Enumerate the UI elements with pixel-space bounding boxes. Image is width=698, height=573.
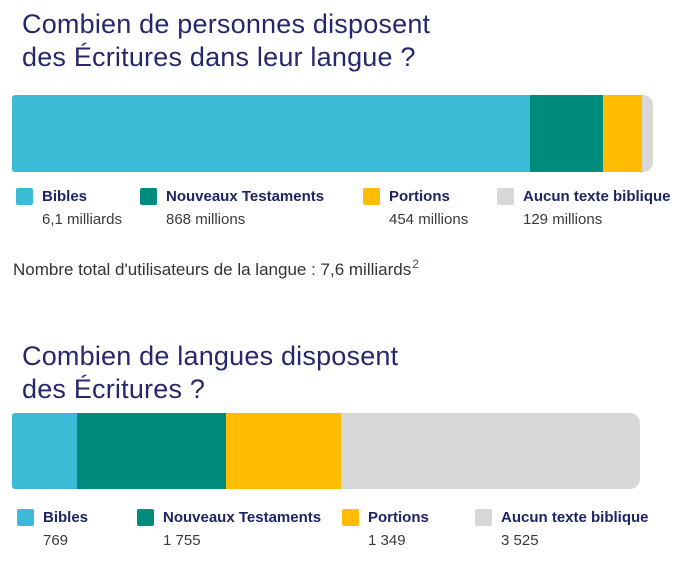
total-users-note: Nombre total d'utilisateurs de la langue…	[13, 257, 419, 283]
legend-value: 3 525	[501, 532, 539, 549]
bar-segment-bibles	[12, 413, 78, 489]
bar-segment-nouveaux-testaments	[77, 413, 227, 489]
legend-people: Bibles 6,1 milliards Nouveaux Testaments 86…	[16, 187, 671, 229]
footnote-ref-2[interactable]: 2	[412, 257, 419, 271]
legend-swatch-portions	[342, 509, 359, 526]
legend-languages: Bibles 769 Nouveaux Testaments 1 755 Portion…	[17, 508, 649, 550]
bar-segment-bibles	[12, 95, 530, 172]
legend-label: Aucun texte biblique	[523, 188, 671, 205]
stacked-bar-people	[12, 95, 653, 172]
legend-value: 6,1 milliards	[42, 211, 123, 228]
chart-people-title: Combien de personnes disposent des Écrit…	[22, 8, 430, 74]
bar-segment-portions	[226, 413, 341, 489]
legend-swatch-aucun-texte-biblique	[497, 188, 514, 205]
legend-label: Portions	[389, 188, 450, 205]
chart-languages-title-line2: des Écritures ?	[22, 374, 206, 404]
legend-value: 454 millions	[389, 211, 469, 228]
legend-item-aucun-texte-biblique: Aucun texte biblique 129 millions	[497, 187, 671, 229]
legend-text-bibles: Bibles 769	[43, 508, 88, 550]
legend-swatch-aucun-texte-biblique	[475, 509, 492, 526]
bar-segment-aucun-texte-biblique	[340, 413, 640, 489]
legend-text-bibles: Bibles 6,1 milliards	[42, 187, 122, 229]
legend-text-aucun-texte-biblique: Aucun texte biblique 129 millions	[523, 187, 671, 229]
chart-people-title-line2: des Écritures dans leur langue ?	[22, 42, 416, 72]
legend-value: 1 755	[163, 532, 201, 549]
bar-segment-portions	[603, 95, 643, 172]
legend-item-portions: Portions 1 349	[342, 508, 475, 550]
legend-text-portions: Portions 1 349	[368, 508, 429, 550]
legend-text-nouveaux-testaments: Nouveaux Testaments 868 millions	[166, 187, 324, 229]
legend-label: Bibles	[43, 509, 89, 526]
legend-swatch-bibles	[17, 509, 34, 526]
legend-label: Portions	[368, 509, 429, 526]
legend-label: Nouveaux Testaments	[166, 188, 325, 205]
legend-item-bibles: Bibles 6,1 milliards	[16, 187, 140, 229]
chart-people-title-line1: Combien de personnes disposent	[22, 9, 431, 39]
legend-text-aucun-texte-biblique: Aucun texte biblique 3 525	[501, 508, 649, 550]
legend-item-portions: Portions 454 millions	[363, 187, 497, 229]
legend-text-portions: Portions 454 millions	[389, 187, 468, 229]
legend-item-aucun-texte-biblique: Aucun texte biblique 3 525	[475, 508, 649, 550]
bar-segment-aucun-texte-biblique	[642, 95, 653, 172]
legend-value: 1 349	[368, 532, 406, 549]
legend-item-nouveaux-testaments: Nouveaux Testaments 868 millions	[140, 187, 363, 229]
legend-swatch-bibles	[16, 188, 33, 205]
legend-item-nouveaux-testaments: Nouveaux Testaments 1 755	[137, 508, 342, 550]
legend-label: Bibles	[42, 188, 88, 205]
legend-swatch-nouveaux-testaments	[137, 509, 154, 526]
total-users-note-text: Nombre total d'utilisateurs de la langue…	[13, 260, 412, 279]
legend-text-nouveaux-testaments: Nouveaux Testaments 1 755	[163, 508, 321, 550]
legend-value: 129 millions	[523, 211, 603, 228]
legend-label: Aucun texte biblique	[501, 509, 649, 526]
chart-languages-title-line1: Combien de langues disposent	[22, 341, 399, 371]
legend-item-bibles: Bibles 769	[17, 508, 137, 550]
legend-value: 769	[43, 532, 69, 549]
bar-segment-nouveaux-testaments	[529, 95, 604, 172]
legend-swatch-portions	[363, 188, 380, 205]
legend-swatch-nouveaux-testaments	[140, 188, 157, 205]
stacked-bar-languages	[12, 413, 640, 489]
legend-label: Nouveaux Testaments	[163, 509, 322, 526]
chart-languages-title: Combien de langues disposent des Écritur…	[22, 340, 398, 406]
legend-value: 868 millions	[166, 211, 246, 228]
